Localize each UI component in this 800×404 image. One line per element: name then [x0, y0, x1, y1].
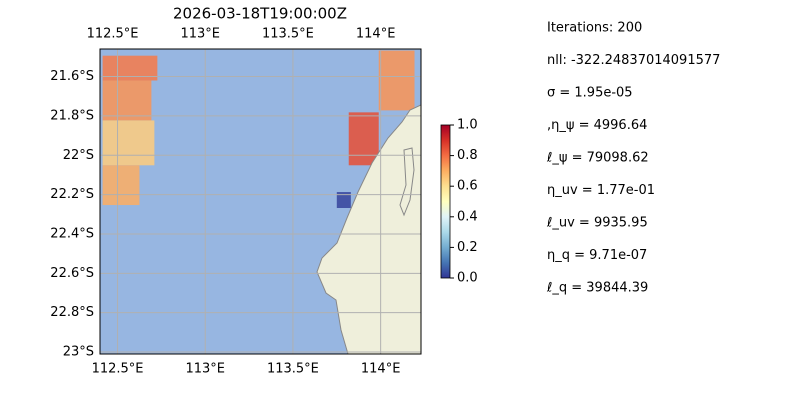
info-line: η_q = 9.71e-07: [547, 248, 647, 263]
colorbar-tick-label: 0.2: [457, 240, 478, 255]
colorbar-tick-label: 0.6: [457, 179, 478, 194]
colorbar-tick-label: 0.8: [457, 148, 478, 163]
x-tick-label: 114°E: [361, 362, 401, 377]
grid: [100, 49, 421, 354]
island: [399, 147, 415, 217]
x-tick-label-top: 114°E: [356, 27, 396, 42]
land: [316, 104, 421, 354]
cell: [378, 50, 415, 111]
colorbar-tick-label: 0.0: [457, 271, 478, 286]
info-panel: Iterations: 200 nll: -322.24837014091577 σ…: [546, 21, 720, 296]
colorbar-tick-label: 1.0: [457, 118, 478, 133]
y-tick-label: 22.4°S: [50, 226, 94, 241]
y-tick-label: 23°S: [63, 345, 94, 360]
y-tick-label: 22.2°S: [50, 187, 94, 202]
info-line: ℓ_ψ = 79098.62: [546, 151, 649, 166]
x-tick-label-top: 113.5°E: [262, 27, 314, 42]
y-tick-label: 22°S: [63, 148, 94, 163]
x-tick-label: 113°E: [185, 362, 225, 377]
cell: [348, 112, 379, 166]
x-tick-label-top: 113°E: [180, 27, 220, 42]
info-line: nll: -322.24837014091577: [547, 53, 720, 68]
x-tick-label: 113.5°E: [267, 362, 319, 377]
ticks: 112.5°E 112.5°E 113°E 113°E 113.5°E 113.5°E 11…: [50, 27, 400, 377]
info-line: η_uv = 1.77e-01: [547, 183, 655, 198]
info-line: ℓ_uv = 9935.95: [546, 216, 648, 231]
cell: [336, 192, 351, 208]
colorbar: [440, 124, 451, 279]
y-tick-label: 21.8°S: [50, 108, 94, 123]
info-line: ,η_ψ = 4996.64: [547, 118, 647, 133]
y-tick-label: 21.6°S: [50, 69, 94, 84]
map-title: 2026-03-18T19:00:00Z: [173, 5, 347, 23]
x-tick-label-top: 112.5°E: [87, 27, 139, 42]
info-line: σ = 1.95e-05: [547, 86, 633, 101]
y-tick-label: 22.8°S: [50, 305, 94, 320]
x-tick-label: 112.5°E: [92, 362, 144, 377]
cell: [102, 80, 152, 121]
map-frame: [99, 48, 422, 355]
colorbar-tick-label: 0.4: [457, 209, 478, 224]
info-line: Iterations: 200: [547, 21, 642, 36]
colorbar-ticks: 0.0 0.2 0.4 0.6 0.8 1.0: [450, 118, 478, 286]
info-line: ℓ_q = 39844.39: [546, 281, 648, 296]
map-area: [100, 49, 421, 354]
y-tick-label: 22.6°S: [50, 266, 94, 281]
cell: [102, 120, 155, 166]
cell: [102, 165, 140, 206]
